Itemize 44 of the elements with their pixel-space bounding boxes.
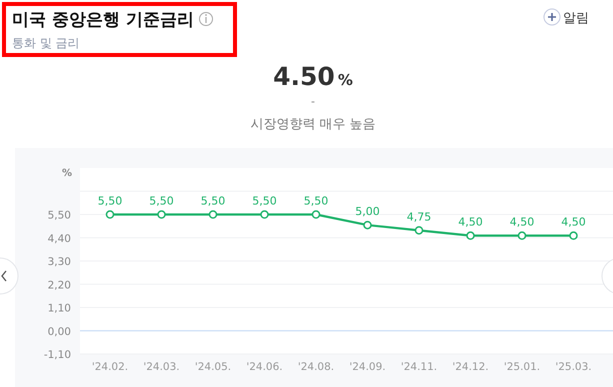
- text: -: [311, 95, 316, 108]
- data-label: 5,50: [149, 194, 174, 208]
- point: [414, 226, 424, 235]
- text: 시장영향력 매우 높음: [250, 117, 376, 132]
- text: 4.50%: [273, 62, 353, 91]
- x-tick-label: '25.03.: [555, 361, 592, 373]
- x-tick-label: '24.09.: [349, 361, 386, 373]
- x-tick-label: '24.06.: [246, 361, 283, 373]
- y-tick-label: 1,10: [48, 302, 71, 314]
- data-label: 5,00: [355, 205, 380, 218]
- x-tick-label: '24.02.: [92, 361, 128, 373]
- data-label: 5,50: [98, 194, 122, 208]
- y-tick-label: 0,00: [48, 326, 71, 338]
- y-axis-title: %: [62, 168, 72, 179]
- point: [260, 210, 269, 219]
- point: [518, 231, 526, 240]
- x-tick-label: '24.05.: [194, 361, 232, 373]
- point: [363, 220, 372, 230]
- point: [312, 210, 320, 219]
- point: [466, 231, 475, 240]
- y-tick-label: 3,30: [48, 256, 71, 268]
- x-tick-label: '24.08.: [298, 361, 334, 373]
- data-label: 4,50: [510, 216, 534, 229]
- chart-title: 미국 중앙은행 기준금리: [12, 10, 194, 30]
- y-tick-label: 5,50: [48, 210, 71, 222]
- point: [106, 210, 114, 219]
- y-tick-label: -1,10: [44, 349, 71, 361]
- point: [157, 210, 166, 219]
- y-tick-label: 2,20: [48, 279, 71, 292]
- y-tick-label: 4,40: [48, 232, 71, 245]
- x-tick-label: '24.11.: [400, 361, 438, 373]
- x-tick-label: '24.12.: [452, 361, 489, 373]
- data-label: 5,50: [252, 194, 277, 208]
- text: 알림: [563, 11, 589, 26]
- data-label: 4,50: [561, 216, 586, 229]
- data-label: 5,50: [200, 194, 226, 208]
- x-tick-label: '24.03.: [143, 361, 180, 373]
- data-label: 4,75: [406, 210, 432, 224]
- data-label: 5,50: [304, 194, 328, 208]
- point: [569, 231, 578, 240]
- point: [208, 210, 218, 219]
- data-label: 4,50: [458, 216, 483, 229]
- chart-subtitle: 통화 및 금리: [12, 36, 80, 50]
- x-tick-label: '25.01.: [504, 361, 540, 373]
